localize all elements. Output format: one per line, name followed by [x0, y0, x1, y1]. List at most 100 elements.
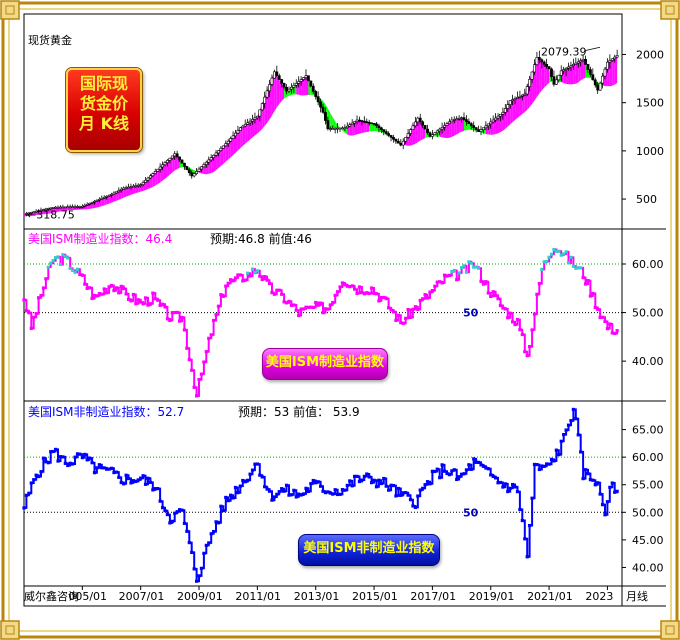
gold-trend-fill — [544, 64, 547, 88]
x-tick-label: 2017/01 — [410, 590, 456, 603]
gold-candle-body — [224, 143, 228, 147]
nonmfg-point — [124, 473, 128, 477]
ism-point — [532, 312, 537, 316]
gold-candle-body — [166, 160, 169, 163]
ism-point — [367, 291, 371, 296]
gold-candle-body — [350, 122, 354, 125]
gold-trend-fill — [575, 61, 579, 84]
ism-point — [581, 275, 585, 280]
ism-point — [503, 307, 507, 311]
ism-point — [280, 292, 284, 296]
nonmfg-point — [36, 474, 41, 479]
nonmfg-point — [173, 511, 177, 515]
ism-point — [58, 262, 63, 267]
gold-candle-body — [183, 162, 186, 167]
ism-point — [253, 271, 257, 275]
ism-point — [163, 305, 167, 309]
ism-point — [318, 301, 323, 305]
nonmfg-point — [450, 469, 454, 473]
gold-candle-body — [537, 57, 541, 60]
ism-point — [586, 278, 590, 283]
ism-point — [102, 287, 106, 291]
badge-line-3: 月 K线 — [79, 114, 129, 133]
ism-point — [49, 261, 53, 265]
gold-trend-fill — [366, 122, 370, 133]
ism-point — [440, 281, 444, 285]
gold-candle-body — [472, 125, 476, 128]
ism-point — [457, 271, 461, 275]
nonmfg-point — [331, 492, 335, 496]
gold-trend-fill — [284, 87, 287, 99]
gold-trend-fill — [281, 83, 285, 102]
ism-point — [605, 327, 610, 331]
gold-candle-body — [265, 90, 269, 98]
ism-point — [219, 293, 223, 297]
gold-trend-fill — [276, 75, 280, 108]
ism-point — [474, 265, 478, 269]
gold-candle-body — [554, 79, 558, 85]
gold-candle-body — [326, 120, 330, 129]
ism-point — [549, 252, 554, 256]
gold-candle-body — [236, 130, 240, 134]
nonmfg-point — [445, 471, 449, 476]
nonmfg-point — [493, 476, 498, 480]
ism-point — [71, 268, 75, 272]
gold-candle-body — [433, 132, 437, 135]
nonmfg-point — [282, 489, 286, 493]
ism-point — [289, 303, 293, 307]
ism-point — [304, 305, 308, 309]
gold-trend-fill — [449, 120, 452, 138]
ism-point — [214, 313, 218, 317]
gold-candle-body — [557, 75, 561, 81]
nonmfg-point — [221, 509, 225, 513]
nonmfg-point — [586, 472, 590, 476]
ism-point — [229, 278, 233, 282]
ism-point — [309, 305, 313, 309]
gold-candle-body — [119, 188, 123, 191]
ism-point — [270, 291, 274, 295]
nonmfg-point — [389, 483, 393, 487]
nonmfg-point — [506, 489, 510, 494]
nonmfg-point — [391, 483, 396, 488]
ism-point — [197, 377, 201, 382]
gold-candle-body — [484, 125, 488, 129]
ism-point — [136, 298, 140, 302]
gold-trend-fill — [109, 194, 112, 204]
ism-50-label: 50 — [463, 307, 479, 320]
nonmfg-point — [374, 485, 379, 489]
x-tick-label: 2007/01 — [119, 590, 165, 603]
gold-candle-body — [469, 123, 473, 126]
gold-trend-fill — [308, 80, 311, 95]
x-tick-label: 2023 — [585, 590, 613, 603]
ism-point — [199, 372, 204, 376]
gold-trend-fill — [425, 129, 428, 139]
gold-trend-fill — [522, 93, 525, 114]
nonmfg-point — [250, 468, 255, 472]
ism-badge: 美国ISM制造业指数 — [262, 348, 388, 380]
nonmfg-point — [263, 485, 267, 489]
ism-point — [95, 294, 99, 298]
nonmfg-point — [360, 478, 364, 482]
gold-candle-body — [151, 173, 155, 177]
ism-point — [141, 302, 145, 306]
ism-point — [156, 298, 160, 302]
frame-corner-ornament-inner — [5, 5, 15, 15]
gold-candle-body — [333, 127, 337, 130]
gold-trend-fill — [223, 143, 226, 164]
ism-point — [326, 307, 330, 311]
ism-point — [61, 253, 65, 257]
ism-point — [22, 298, 26, 302]
ism-point — [399, 321, 403, 325]
frame-corner-ornament-inner — [5, 625, 15, 635]
nonmfg-point — [212, 529, 216, 534]
nonmfg-point — [153, 487, 157, 491]
gold-candle-body — [307, 75, 310, 82]
gold-candle-body — [112, 192, 116, 195]
nonmfg-point — [105, 467, 109, 471]
ism-point — [107, 285, 111, 289]
gold-candle-body — [401, 140, 405, 146]
ism-point — [90, 296, 94, 301]
gold-candle-body — [209, 157, 213, 161]
x-tick-label: 2009/01 — [177, 590, 223, 603]
